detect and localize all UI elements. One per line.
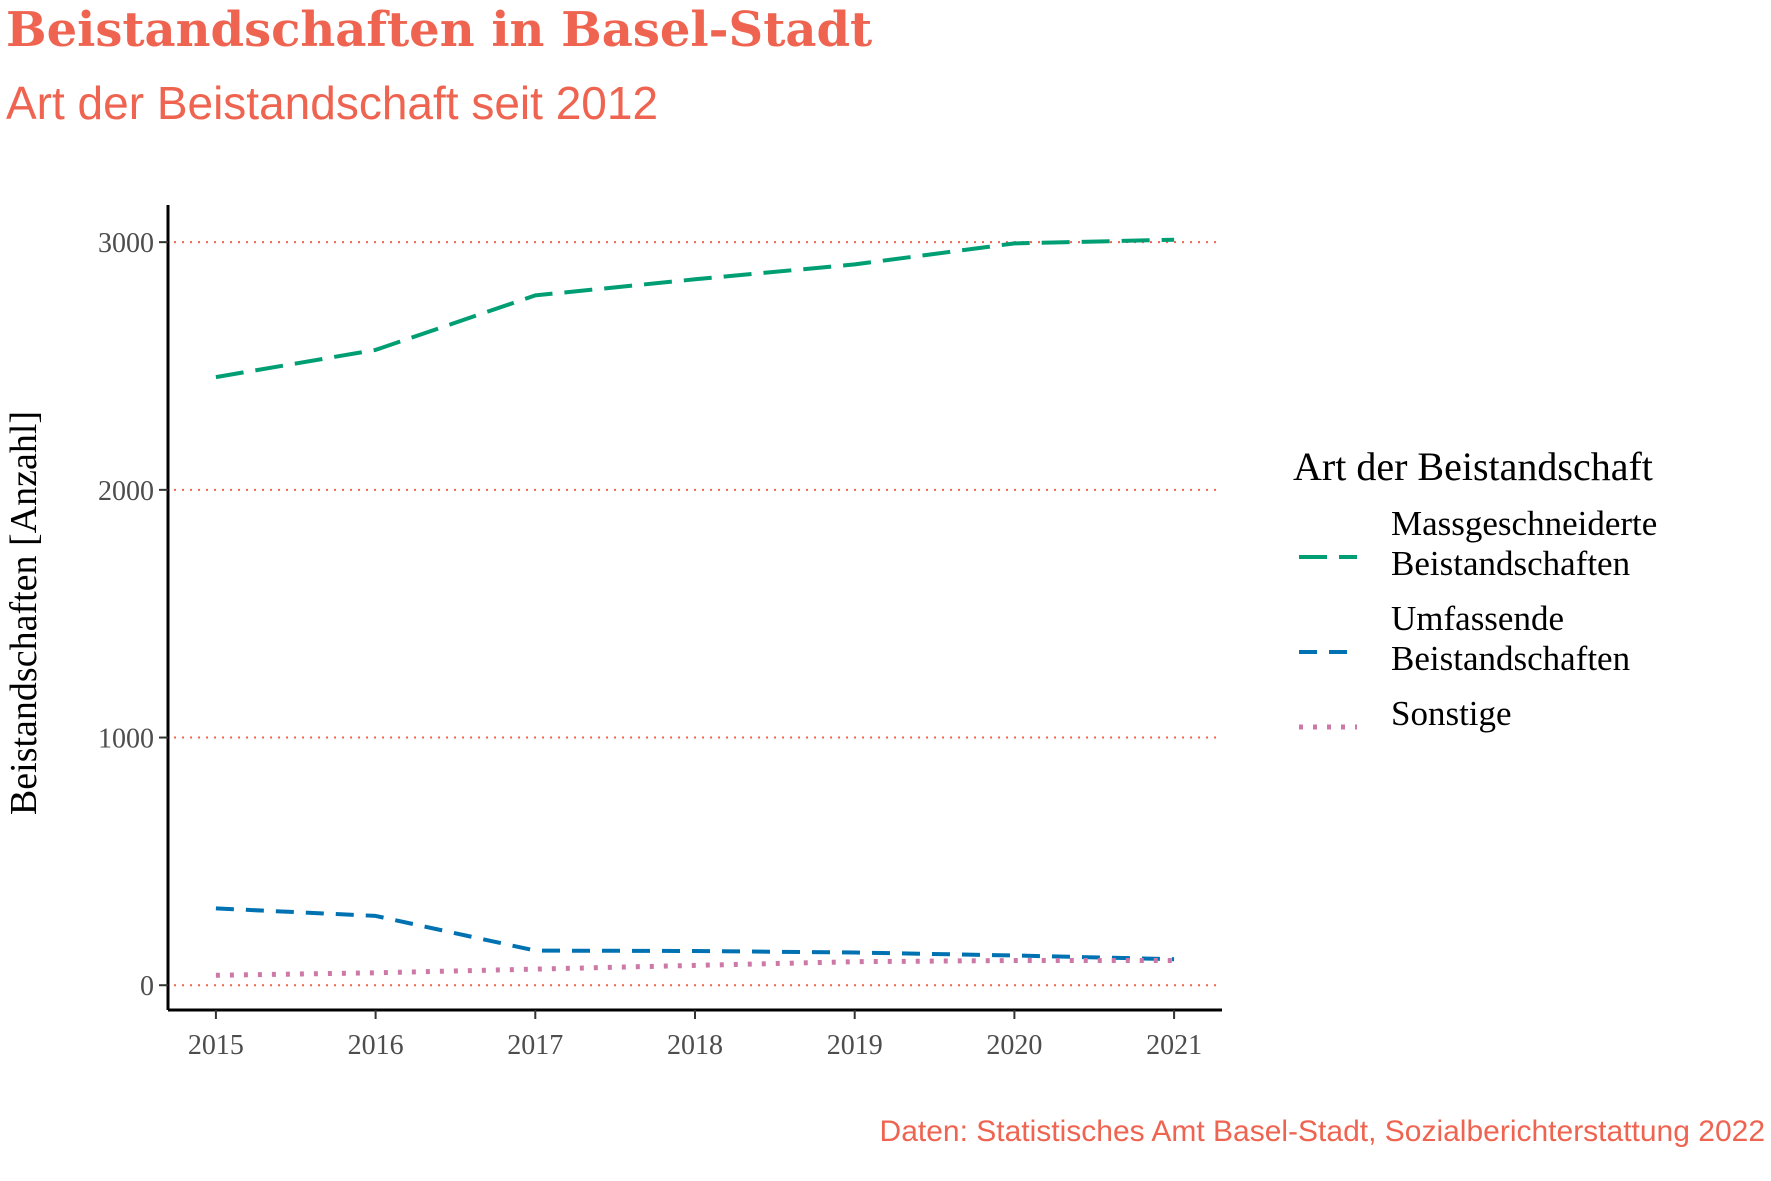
y-tick-label-3000: 3000 bbox=[98, 228, 154, 259]
legend-label-3-1: Sonstige bbox=[1391, 694, 1512, 733]
y-tick-label-1000: 1000 bbox=[98, 724, 154, 755]
series-line-1 bbox=[215, 237, 1175, 380]
chart-title: Beistandschaften in Basel-Stadt bbox=[6, 2, 873, 58]
x-tick-label-2015: 2015 bbox=[188, 1030, 244, 1061]
series-lines bbox=[215, 237, 1175, 978]
legend: Art der BeistandschaftMassgeschneiderteB… bbox=[1293, 444, 1657, 733]
x-tick-label-2020: 2020 bbox=[986, 1030, 1042, 1061]
x-tick-label-2018: 2018 bbox=[667, 1030, 723, 1061]
series-line-2 bbox=[215, 906, 1175, 962]
series-line-3 bbox=[215, 958, 1175, 978]
axes: 0 1000 2000 3000 2015 2016 2017 2018 2019 2020 202… bbox=[98, 205, 1222, 1061]
legend-title: Art der Beistandschaft bbox=[1293, 444, 1653, 489]
legend-label-1-1: Massgeschneiderte bbox=[1391, 504, 1657, 543]
chart-subtitle: Art der Beistandschaft seit 2012 bbox=[6, 77, 659, 129]
legend-label-1-2: Beistandschaften bbox=[1391, 544, 1630, 583]
x-tick-label-2019: 2019 bbox=[827, 1030, 883, 1061]
x-tick-label-2016: 2016 bbox=[348, 1030, 404, 1061]
x-tick-label-2017: 2017 bbox=[507, 1030, 563, 1061]
legend-label-2-1: Umfassende bbox=[1391, 599, 1564, 638]
y-tick-label-2000: 2000 bbox=[98, 476, 154, 507]
y-axis-title: Beistandschaften [Anzahl] bbox=[3, 411, 45, 815]
gridlines bbox=[174, 241, 1217, 987]
x-tick-label-2021: 2021 bbox=[1146, 1030, 1202, 1061]
legend-label-2-2: Beistandschaften bbox=[1391, 639, 1630, 678]
y-tick-label-0: 0 bbox=[140, 971, 154, 1002]
source-caption: Daten: Statistisches Amt Basel-Stadt, So… bbox=[879, 1115, 1765, 1148]
